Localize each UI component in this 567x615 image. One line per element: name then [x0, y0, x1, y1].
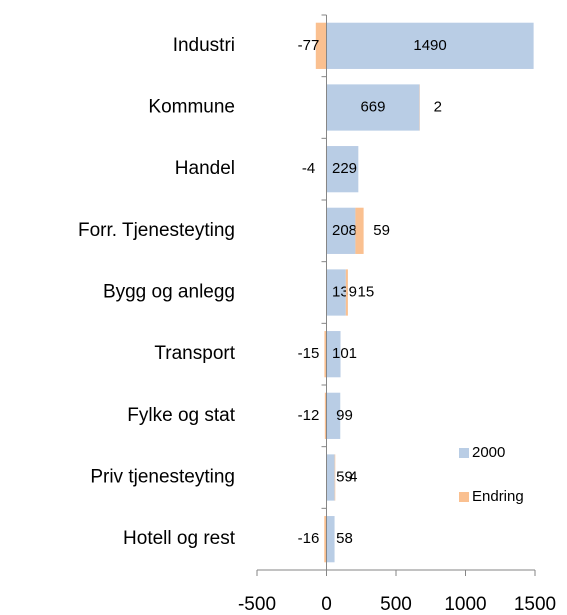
- legend-swatch: [459, 492, 469, 502]
- data-label: -16: [298, 530, 320, 547]
- x-tick-label: 1500: [514, 594, 556, 615]
- category-label: Hotell og rest: [123, 528, 236, 549]
- category-label: Handel: [175, 158, 235, 179]
- category-label: Industri: [173, 35, 235, 56]
- data-label: 208: [332, 222, 357, 239]
- data-label: -12: [298, 407, 320, 424]
- data-label: 229: [332, 160, 357, 177]
- data-label: 101: [332, 345, 357, 362]
- bar: [315, 22, 327, 69]
- bar: [324, 516, 327, 563]
- category-label: Priv tjenesteyting: [90, 467, 235, 488]
- data-label: -77: [298, 37, 320, 54]
- bar: [324, 392, 327, 439]
- category-label: Bygg og anlegg: [103, 282, 235, 303]
- data-label: 59: [373, 222, 390, 239]
- data-label: 58: [336, 530, 353, 547]
- bar: [355, 207, 364, 254]
- x-tick-label: 1000: [444, 594, 486, 615]
- data-label: 139: [332, 283, 357, 300]
- bar: [326, 269, 346, 316]
- category-label: Kommune: [148, 97, 235, 118]
- bar: [345, 269, 348, 316]
- data-label: -15: [298, 345, 320, 362]
- category-label: Forr. Tjenesteyting: [78, 220, 235, 241]
- data-label: 99: [336, 407, 353, 424]
- legend-swatch: [459, 448, 469, 458]
- data-label: 59: [336, 468, 353, 485]
- bar: [326, 84, 420, 131]
- category-label: Fylke og stat: [127, 405, 235, 426]
- legend-label: 2000: [472, 444, 505, 461]
- bar: [326, 454, 335, 501]
- data-label: -4: [302, 160, 315, 177]
- data-label: 2: [434, 98, 442, 115]
- data-label: 15: [358, 283, 375, 300]
- x-tick-label: -500: [238, 594, 276, 615]
- bar: [326, 392, 341, 439]
- bar: [334, 454, 336, 501]
- category-label: Transport: [154, 343, 235, 364]
- data-label: 1490: [413, 37, 446, 54]
- bar: [324, 331, 327, 378]
- legend-label: Endring: [472, 488, 524, 505]
- x-tick-label: 0: [321, 594, 332, 615]
- bar: [326, 331, 341, 378]
- bar: [326, 516, 335, 563]
- bar: [326, 207, 356, 254]
- data-label: 4: [349, 468, 357, 485]
- bar: [326, 22, 534, 69]
- x-tick-label: 500: [380, 594, 412, 615]
- data-label: 669: [360, 98, 385, 115]
- bar: [326, 146, 359, 193]
